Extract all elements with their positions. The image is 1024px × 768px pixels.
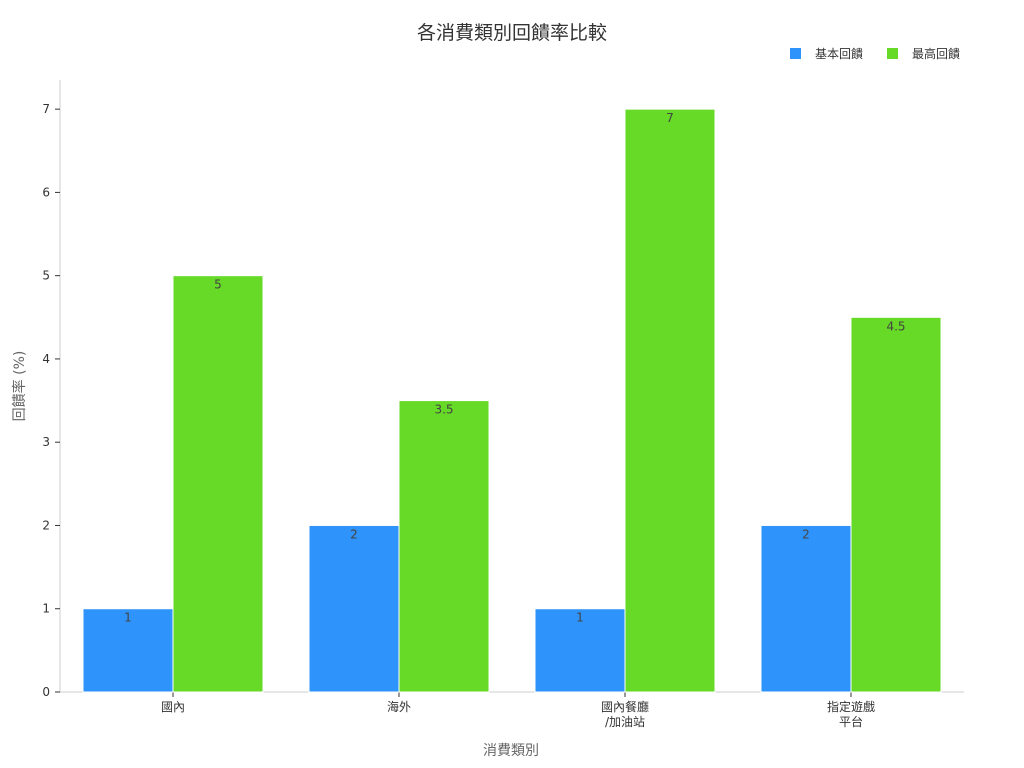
x-tick-label: 指定遊戲平台: [827, 699, 875, 729]
max-rate-label: 4.5: [886, 319, 905, 333]
x-tick-label: 國內: [161, 700, 185, 714]
legend-swatch-basic: [789, 48, 801, 59]
max-rate-label: 5: [214, 278, 222, 292]
max-rate-bar: [398, 400, 490, 693]
y-tick-label: 2: [42, 518, 50, 532]
basic-rate-bar: [534, 608, 626, 693]
basic-rate-label: 2: [350, 527, 358, 541]
x-tick-label-line: 指定遊戲: [827, 699, 875, 714]
legend-swatch-max: [886, 48, 898, 59]
x-tick-label-line: 平台: [839, 714, 863, 729]
x-tick-label: 國內餐廳/加油站: [601, 699, 649, 729]
chart-title: 各消費類別回饋率比較: [416, 22, 607, 44]
y-axis-title: 回饋率 (%): [11, 351, 28, 422]
legend-item-basic[interactable]: 基本回饋: [789, 45, 863, 62]
max-rate-label: 3.5: [434, 403, 453, 417]
x-tick-label-line: /加油站: [605, 715, 645, 729]
y-tick-label: 3: [42, 435, 50, 449]
basic-rate-bar: [308, 524, 400, 693]
y-tick-label: 5: [42, 269, 50, 283]
basic-rate-label: 1: [576, 611, 584, 625]
max-rate-bar: [624, 108, 716, 693]
y-tick-label: 0: [42, 685, 50, 699]
x-tick-label-line: 國內餐廳: [601, 699, 649, 714]
max-rate-bar: [172, 275, 264, 693]
y-tick-label: 7: [42, 102, 50, 116]
max-rate-bar: [850, 316, 942, 693]
x-tick-label-line: 海外: [387, 699, 411, 714]
x-tick-label: 海外: [387, 699, 411, 714]
legend-item-max[interactable]: 最高回饋: [886, 45, 960, 62]
basic-rate-label: 1: [124, 611, 132, 625]
legend-label-basic: 基本回饋: [814, 47, 863, 61]
basic-rate-bar: [82, 608, 174, 693]
max-rate-label: 7: [666, 111, 674, 125]
x-axis: 國內 海外 國內餐廳/加油站 指定遊戲平台: [60, 691, 964, 729]
y-tick-label: 1: [42, 602, 50, 616]
legend-label-max: 最高回饋: [911, 47, 960, 61]
x-tick-label-line: 國內: [161, 700, 185, 714]
data-labels: 1 5 2 3.5 1 7 2 4.5: [124, 111, 905, 625]
bars: [82, 108, 942, 693]
y-tick-label: 6: [42, 185, 50, 199]
legend: 基本回饋 最高回饋: [766, 45, 960, 62]
y-axis: 0 1 2 3 4 5 6 7: [42, 80, 61, 699]
basic-rate-bar: [760, 524, 852, 693]
basic-rate-label: 2: [802, 527, 810, 541]
y-tick-label: 4: [42, 352, 50, 366]
x-axis-title: 消費類別: [483, 743, 539, 759]
